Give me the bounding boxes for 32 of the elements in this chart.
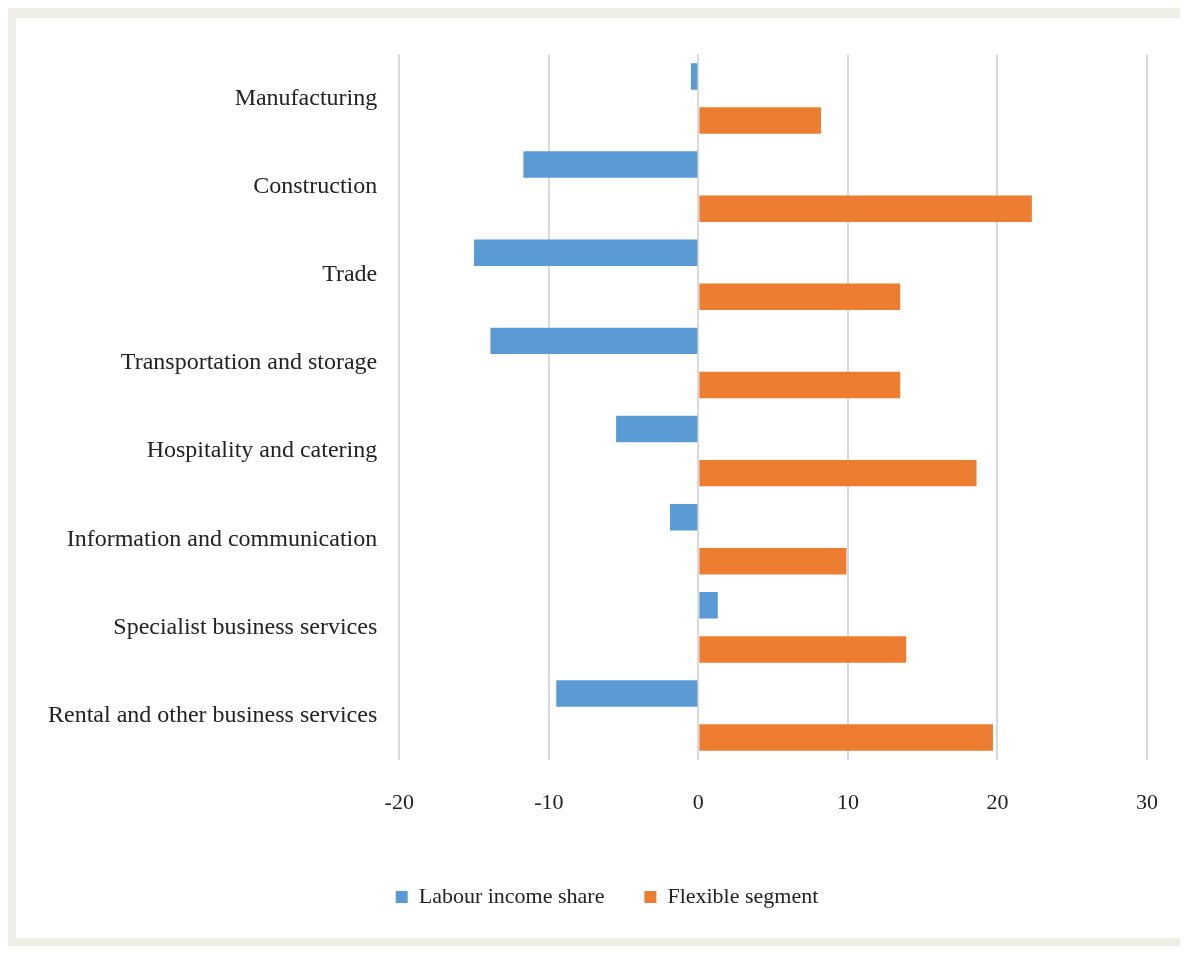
bar (669, 503, 698, 531)
bar (699, 724, 993, 751)
x-tick-label: 0 (692, 788, 704, 814)
x-tick-label: 20 (986, 788, 1009, 814)
legend-label: Labour income share (418, 882, 605, 908)
bar (699, 107, 821, 134)
y-tick-label: Trade (322, 260, 378, 287)
bar (490, 327, 698, 355)
bar (699, 636, 907, 663)
bar (699, 283, 901, 311)
bar (699, 592, 718, 619)
bar (556, 680, 698, 707)
bar (690, 63, 698, 90)
x-tick-label: -20 (384, 788, 414, 814)
y-tick-label: Hospitality and catering (146, 436, 378, 463)
y-tick-label: Rental and other business services (48, 700, 378, 727)
bar (699, 459, 977, 487)
bar (699, 548, 847, 575)
y-tick-label: Manufacturing (234, 83, 378, 110)
y-tick-label: Transportation and storage (120, 348, 378, 375)
bar (699, 195, 1032, 222)
bar (523, 151, 698, 178)
bar (474, 239, 698, 266)
y-tick-label: Construction (253, 171, 378, 198)
y-tick-label: Information and communication (66, 524, 378, 551)
x-tick-label: 30 (1136, 788, 1158, 814)
x-tick-label: -10 (534, 788, 564, 814)
x-tick-label: 10 (836, 788, 859, 814)
legend-label: Flexible segment (667, 882, 819, 908)
y-tick-label: Specialist business services (113, 612, 378, 639)
bar (616, 415, 698, 443)
bar (699, 371, 901, 399)
